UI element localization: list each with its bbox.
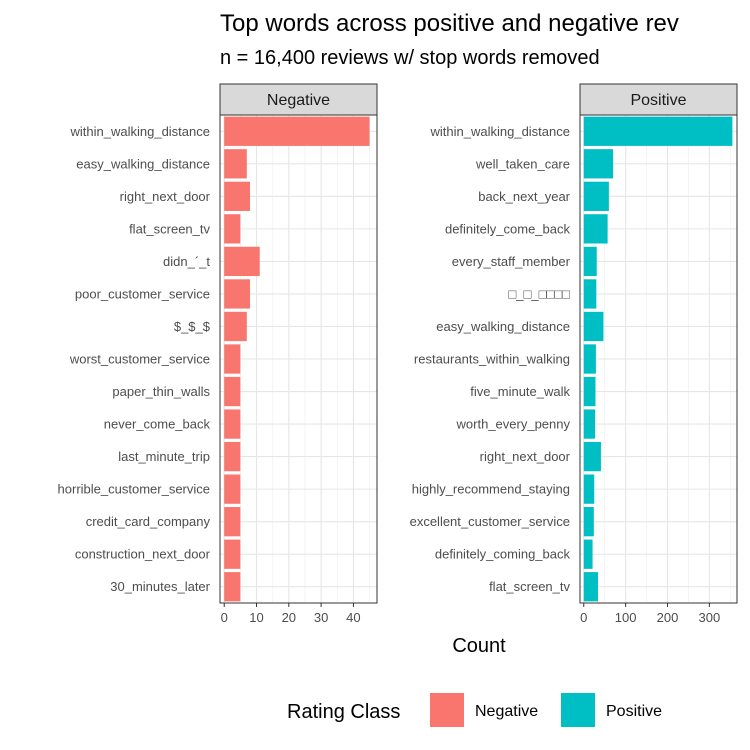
bar-positive [583,181,609,211]
bar-negative [224,344,241,374]
category-label-positive: restaurants_within_walking [414,352,570,367]
bar-negative [224,572,241,602]
bar-positive [583,409,596,439]
bar-positive [583,441,601,472]
legend-swatch-positive [561,693,595,727]
category-label-positive: within_walking_distance [430,124,570,139]
bar-positive [583,572,599,602]
category-label-positive: highly_recommend_staying [412,482,570,497]
x-axis-title: Count [452,635,506,657]
bar-negative [224,539,241,569]
facet-negative: Negative within_walking_distance easy_wal… [58,83,378,625]
bar-positive [583,116,733,146]
category-label-negative: paper_thin_walls [112,384,210,399]
bar-positive [583,149,614,179]
legend-title: Rating Class [287,701,400,723]
panel-border-positive [579,114,738,604]
category-labels-positive: within_walking_distance well_taken_careba… [410,124,571,594]
bar-negative [224,181,251,211]
category-label-positive: excellent_customer_service [410,514,570,529]
bar-negative [224,441,241,472]
category-label-negative: construction_next_door [75,547,211,562]
category-label-positive: right_next_door [480,449,571,464]
category-label-negative: flat_screen_tv [129,221,210,236]
x-tick-label-positive: 300 [699,610,721,625]
category-label-positive: back_next_year [478,189,570,204]
category-label-negative: worst_customer_service [69,352,210,367]
panel-border-negative [219,114,378,604]
bar-negative [224,116,370,146]
x-tick-label-negative: 20 [282,610,296,625]
category-label-negative: didn_´_t [163,254,210,269]
category-label-positive: □_□_□□□□ [508,286,570,301]
legend-label-positive: Positive [606,703,662,720]
category-label-positive: well_taken_care [475,156,570,171]
bar-negative [224,279,251,309]
bar-negative [224,246,260,277]
category-label-positive: flat_screen_tv [489,579,570,594]
facet-strip-label-positive: Positive [630,92,686,109]
bar-positive [583,376,596,407]
category-label-positive: every_staff_member [452,254,571,269]
legend-label-negative: Negative [475,703,538,720]
x-tick-label-positive: 0 [580,610,587,625]
bars-positive [583,116,733,602]
category-label-positive: definitely_come_back [445,221,571,236]
category-label-negative: last_minute_trip [118,449,210,464]
category-label-negative: $_$_$ [174,319,211,334]
category-label-positive: five_minute_walk [470,384,570,399]
x-tick-label-negative: 0 [221,610,228,625]
category-label-negative: easy_walking_distance [76,156,210,171]
category-label-positive: definitely_coming_back [435,547,571,562]
bar-negative [224,474,241,504]
facet-strip-negative [219,83,378,116]
bar-positive [583,311,604,342]
chart-title: Top words across positive and negative r… [220,10,679,37]
facet-strip-label-negative: Negative [267,92,330,109]
bar-positive [583,344,596,374]
bar-positive [583,214,608,244]
category-label-positive: easy_walking_distance [436,319,570,334]
category-label-negative: horrible_customer_service [58,482,210,497]
x-tick-label-negative: 30 [314,610,328,625]
bar-positive [583,474,595,504]
legend: Rating Class Negative Positive [287,693,662,727]
category-label-negative: within_walking_distance [70,124,210,139]
x-tick-label-positive: 200 [657,610,679,625]
bar-positive [583,507,594,537]
bar-negative [224,409,241,439]
category-label-negative: 30_minutes_later [110,579,210,594]
category-label-negative: credit_card_company [86,514,211,529]
bar-positive [583,539,593,569]
bars-negative [224,116,370,602]
bar-negative [224,311,247,342]
legend-swatch-negative [430,693,464,727]
x-ticks-negative: 0 10 20 30 40 [221,603,361,625]
category-label-negative: never_come_back [104,417,211,432]
category-label-negative: right_next_door [120,189,211,204]
x-ticks-positive: 0 100 200 300 [580,603,720,625]
x-tick-label-positive: 100 [615,610,637,625]
bar-negative [224,214,241,244]
category-label-positive: worth_every_penny [456,417,571,432]
bar-positive [583,279,597,309]
bar-positive [583,246,597,277]
chart-subtitle: n = 16,400 reviews w/ stop words removed [220,47,600,69]
category-labels-negative: within_walking_distance easy_walking_dist… [58,124,211,594]
x-tick-label-negative: 10 [249,610,263,625]
category-label-negative: poor_customer_service [75,286,210,301]
bar-negative [224,376,241,407]
facet-positive: Positive within_walking_distance well_tak… [410,83,738,625]
x-tick-label-negative: 40 [346,610,360,625]
bar-negative [224,149,247,179]
bar-negative [224,507,241,537]
